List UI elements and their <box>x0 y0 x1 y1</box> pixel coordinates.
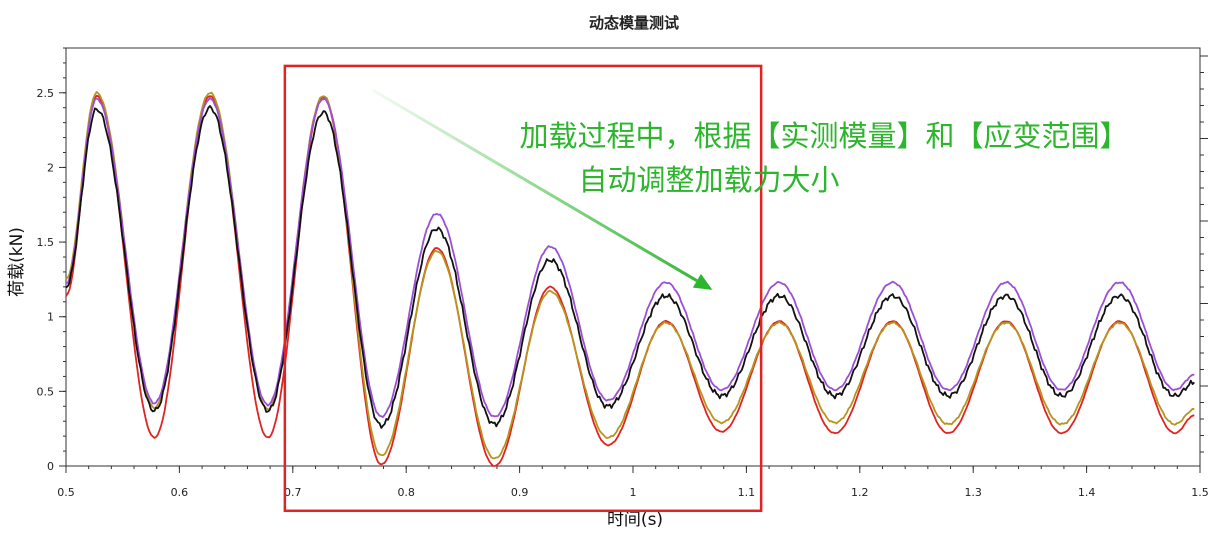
annotation-arrow-shaft <box>371 88 698 283</box>
series-line-4 <box>65 105 1195 429</box>
chart-title: 动态模量测试 <box>589 14 679 32</box>
x-tick-label: 0.5 <box>57 486 75 499</box>
y-tick-label: 0.5 <box>37 385 55 398</box>
annotation-text-line-2: 自动调整加载力大小 <box>578 163 839 197</box>
highlight-box <box>283 64 763 513</box>
annotation-text-line-1: 加载过程中，根据【实测模量】和【应变范围】 <box>519 119 1128 153</box>
series-line-3 <box>65 97 1195 418</box>
x-tick-label: 0.8 <box>397 486 415 499</box>
x-tick-label: 1.3 <box>964 486 982 499</box>
annotation-layer: 加载过程中，根据【实测模量】和【应变范围】自动调整加载力大小 <box>283 64 1129 513</box>
x-axis-label: 时间(s) <box>607 510 663 530</box>
x-tick-label: 1 <box>630 486 637 499</box>
series-line-1 <box>65 94 1195 467</box>
axes: 0.5 0.6 0.7 0.8 0.9 1 1.1 1.2 1.3 1.4 1.500.511.52… <box>37 47 1209 499</box>
y-tick-label: 1 <box>47 311 54 324</box>
y-tick-label: 2.5 <box>37 87 55 100</box>
y-tick-label: 1.5 <box>37 236 55 249</box>
annotation-arrow-head <box>692 273 713 290</box>
x-tick-label: 0.6 <box>171 486 189 499</box>
x-tick-label: 1.2 <box>851 486 869 499</box>
y-tick-label: 2 <box>47 161 54 174</box>
y-axis-label: 荷载(kN) <box>7 227 27 297</box>
x-tick-label: 1.1 <box>738 486 756 499</box>
x-tick-label: 0.9 <box>511 486 529 499</box>
series-layer <box>65 91 1195 467</box>
x-tick-label: 1.5 <box>1191 486 1209 499</box>
y-tick-label: 0 <box>47 460 54 473</box>
x-tick-label: 0.7 <box>284 486 302 499</box>
x-tick-label: 1.4 <box>1078 486 1096 499</box>
plot-frame <box>65 47 1201 467</box>
